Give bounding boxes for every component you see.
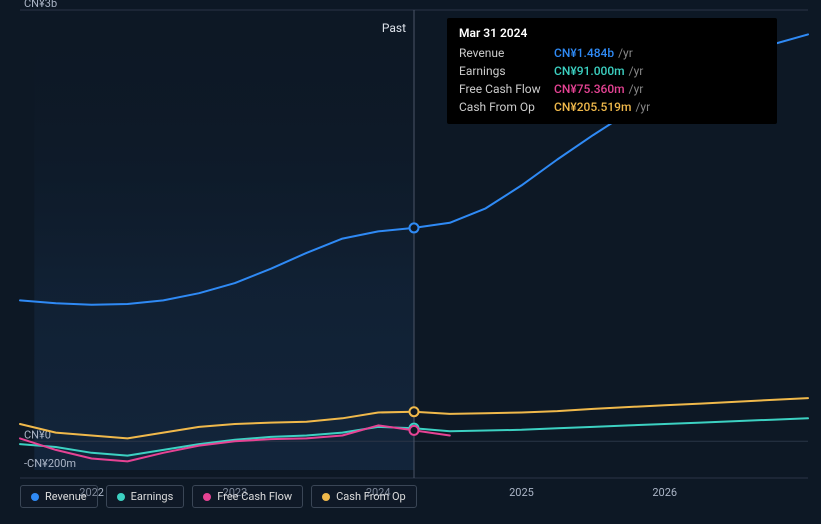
tooltip-metric-label: Cash From Op [459, 100, 554, 114]
tooltip-row: EarningsCN¥91.000m/yr [459, 62, 765, 80]
tooltip-metric-label: Revenue [459, 46, 554, 60]
legend-dot-icon [322, 493, 330, 501]
svg-text:CN¥3b: CN¥3b [24, 0, 57, 10]
tooltip-row: RevenueCN¥1.484b/yr [459, 44, 765, 62]
legend-label: Earnings [131, 490, 174, 503]
svg-text:Past: Past [382, 21, 406, 35]
legend-dot-icon [203, 493, 211, 501]
svg-text:2025: 2025 [509, 486, 534, 499]
legend-item-revenue[interactable]: Revenue [20, 485, 98, 508]
tooltip-metric-suffix: /yr [629, 64, 644, 78]
legend-dot-icon [31, 493, 39, 501]
legend-item-earnings[interactable]: Earnings [106, 485, 185, 508]
legend-item-free-cash-flow[interactable]: Free Cash Flow [192, 485, 303, 508]
tooltip-metric-suffix: /yr [629, 82, 644, 96]
legend-label: Revenue [45, 490, 87, 503]
tooltip-date: Mar 31 2024 [459, 26, 765, 40]
tooltip-metric-suffix: /yr [635, 100, 650, 114]
legend-label: Cash From Op [336, 490, 406, 503]
legend-dot-icon [117, 493, 125, 501]
legend-item-cash-from-op[interactable]: Cash From Op [311, 485, 417, 508]
svg-text:-CN¥200m: -CN¥200m [24, 457, 76, 470]
tooltip-metric-suffix: /yr [618, 46, 633, 60]
tooltip-metric-label: Free Cash Flow [459, 82, 554, 96]
tooltip-metric-value: CN¥1.484b [554, 46, 614, 60]
chart-tooltip: Mar 31 2024 RevenueCN¥1.484b/yrEarningsC… [447, 18, 777, 124]
tooltip-metric-value: CN¥91.000m [554, 64, 625, 78]
tooltip-metric-value: CN¥205.519m [554, 100, 631, 114]
svg-text:2026: 2026 [652, 486, 677, 499]
chart-legend: Revenue Earnings Free Cash Flow Cash From O… [20, 485, 417, 508]
tooltip-row: Cash From OpCN¥205.519m/yr [459, 98, 765, 116]
legend-label: Free Cash Flow [217, 490, 292, 503]
tooltip-metric-value: CN¥75.360m [554, 82, 625, 96]
tooltip-metric-label: Earnings [459, 64, 554, 78]
tooltip-row: Free Cash FlowCN¥75.360m/yr [459, 80, 765, 98]
chart-container: CN¥3bCN¥0-CN¥200mPastAnalysts Forecasts2… [0, 0, 821, 524]
